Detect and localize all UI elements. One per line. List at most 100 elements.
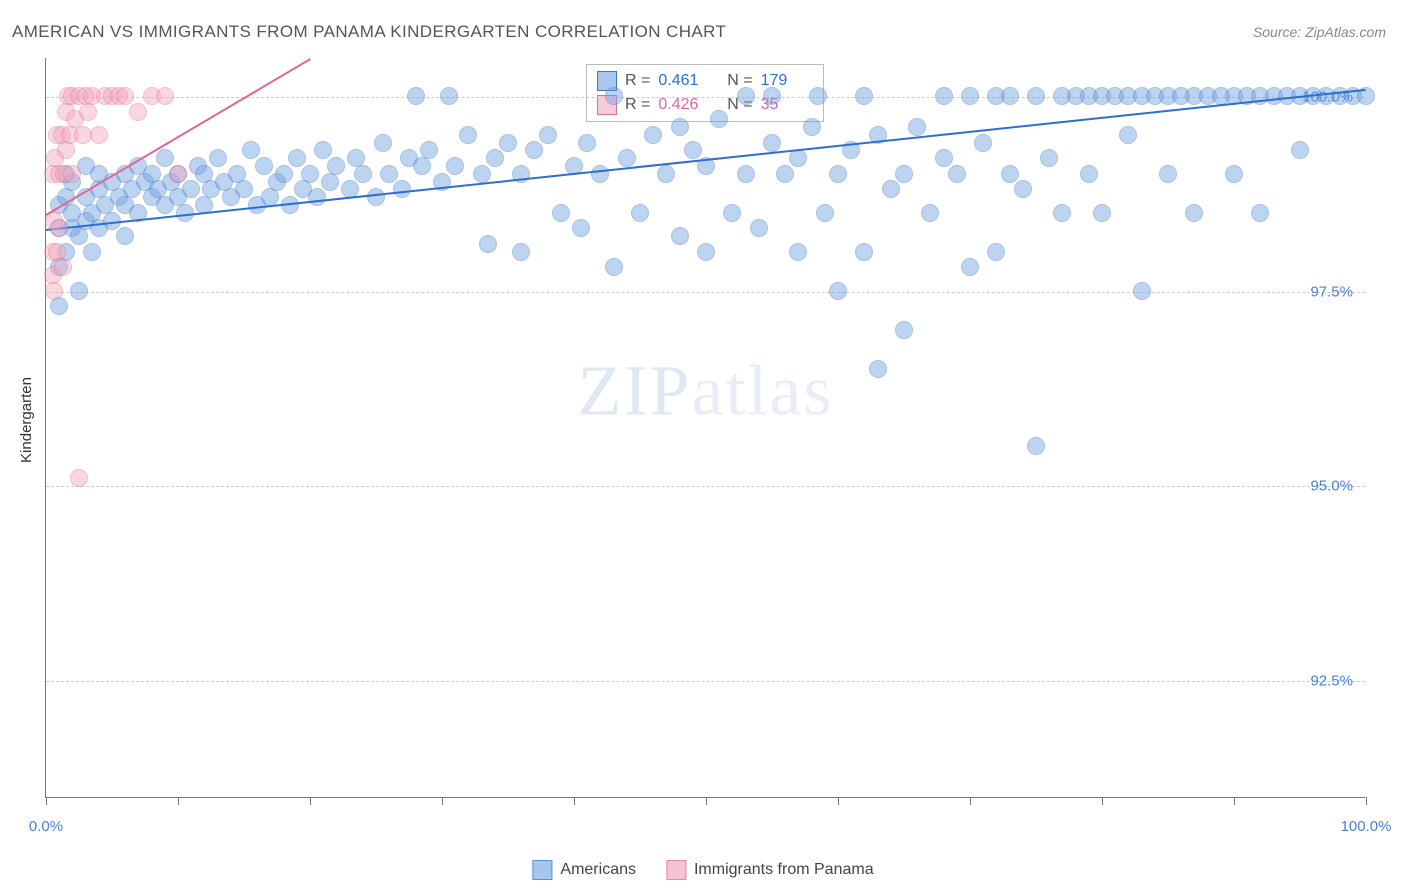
data-point <box>974 134 992 152</box>
data-point <box>935 149 953 167</box>
data-point <box>1093 204 1111 222</box>
data-point <box>789 149 807 167</box>
data-point <box>855 87 873 105</box>
gridline <box>46 486 1365 487</box>
data-point <box>1225 165 1243 183</box>
x-tick <box>970 797 971 805</box>
data-point <box>605 87 623 105</box>
data-point <box>116 227 134 245</box>
data-point <box>961 87 979 105</box>
data-point <box>374 134 392 152</box>
data-point <box>710 110 728 128</box>
data-point <box>776 165 794 183</box>
data-point <box>70 282 88 300</box>
data-point <box>1291 141 1309 159</box>
stat-r-label: R = <box>625 96 650 114</box>
x-tick <box>1102 797 1103 805</box>
chart-title: AMERICAN VS IMMIGRANTS FROM PANAMA KINDE… <box>12 22 726 42</box>
x-tick <box>574 797 575 805</box>
data-point <box>803 118 821 136</box>
data-point <box>129 103 147 121</box>
legend-label: Americans <box>560 861 636 879</box>
data-point <box>50 219 68 237</box>
data-point <box>446 157 464 175</box>
data-point <box>921 204 939 222</box>
data-point <box>308 188 326 206</box>
data-point <box>750 219 768 237</box>
data-point <box>809 87 827 105</box>
data-point <box>763 134 781 152</box>
y-axis-label: Kindergarten <box>18 377 35 463</box>
data-point <box>45 282 63 300</box>
source-attribution: Source: ZipAtlas.com <box>1253 24 1386 40</box>
stats-row: R = 0.461 N = 179 <box>597 69 813 93</box>
x-tick <box>178 797 179 805</box>
data-point <box>1159 165 1177 183</box>
x-tick-label: 0.0% <box>29 818 63 835</box>
data-point <box>572 219 590 237</box>
data-point <box>182 180 200 198</box>
data-point <box>156 149 174 167</box>
data-point <box>1001 165 1019 183</box>
data-point <box>539 126 557 144</box>
data-point <box>855 243 873 261</box>
data-point <box>723 204 741 222</box>
x-tick <box>1366 797 1367 805</box>
data-point <box>54 258 72 276</box>
legend-swatch <box>532 860 552 880</box>
data-point <box>684 141 702 159</box>
data-point <box>83 243 101 261</box>
data-point <box>459 126 477 144</box>
data-point <box>479 235 497 253</box>
data-point <box>301 165 319 183</box>
data-point <box>1080 165 1098 183</box>
data-point <box>961 258 979 276</box>
data-point <box>473 165 491 183</box>
data-point <box>70 469 88 487</box>
data-point <box>327 157 345 175</box>
data-point <box>552 204 570 222</box>
data-point <box>895 321 913 339</box>
watermark: ZIPatlas <box>578 349 834 432</box>
data-point <box>829 165 847 183</box>
data-point <box>209 149 227 167</box>
data-point <box>380 165 398 183</box>
legend-item: Americans <box>532 860 636 880</box>
data-point <box>499 134 517 152</box>
data-point <box>1027 437 1045 455</box>
data-point <box>288 149 306 167</box>
data-point <box>354 165 372 183</box>
data-point <box>57 141 75 159</box>
data-point <box>1001 87 1019 105</box>
data-point <box>1053 204 1071 222</box>
data-point <box>70 227 88 245</box>
data-point <box>1133 282 1151 300</box>
data-point <box>935 87 953 105</box>
scatter-chart: ZIPatlas R = 0.461 N = 179R = 0.426 N = … <box>45 58 1365 798</box>
data-point <box>440 87 458 105</box>
data-point <box>882 180 900 198</box>
data-point <box>314 141 332 159</box>
x-tick <box>46 797 47 805</box>
data-point <box>671 118 689 136</box>
data-point <box>816 204 834 222</box>
data-point <box>578 134 596 152</box>
data-point <box>407 87 425 105</box>
legend-item: Immigrants from Panama <box>666 860 874 880</box>
data-point <box>591 165 609 183</box>
stat-r-value: 0.461 <box>658 72 710 90</box>
stat-r-label: R = <box>625 72 650 90</box>
data-point <box>789 243 807 261</box>
y-tick-label: 97.5% <box>1310 283 1353 300</box>
data-point <box>948 165 966 183</box>
data-point <box>1014 180 1032 198</box>
data-point <box>255 157 273 175</box>
data-point <box>671 227 689 245</box>
data-point <box>697 243 715 261</box>
data-point <box>367 188 385 206</box>
data-point <box>63 165 81 183</box>
x-tick <box>1234 797 1235 805</box>
stat-r-value: 0.426 <box>658 96 710 114</box>
x-tick <box>310 797 311 805</box>
x-tick <box>442 797 443 805</box>
